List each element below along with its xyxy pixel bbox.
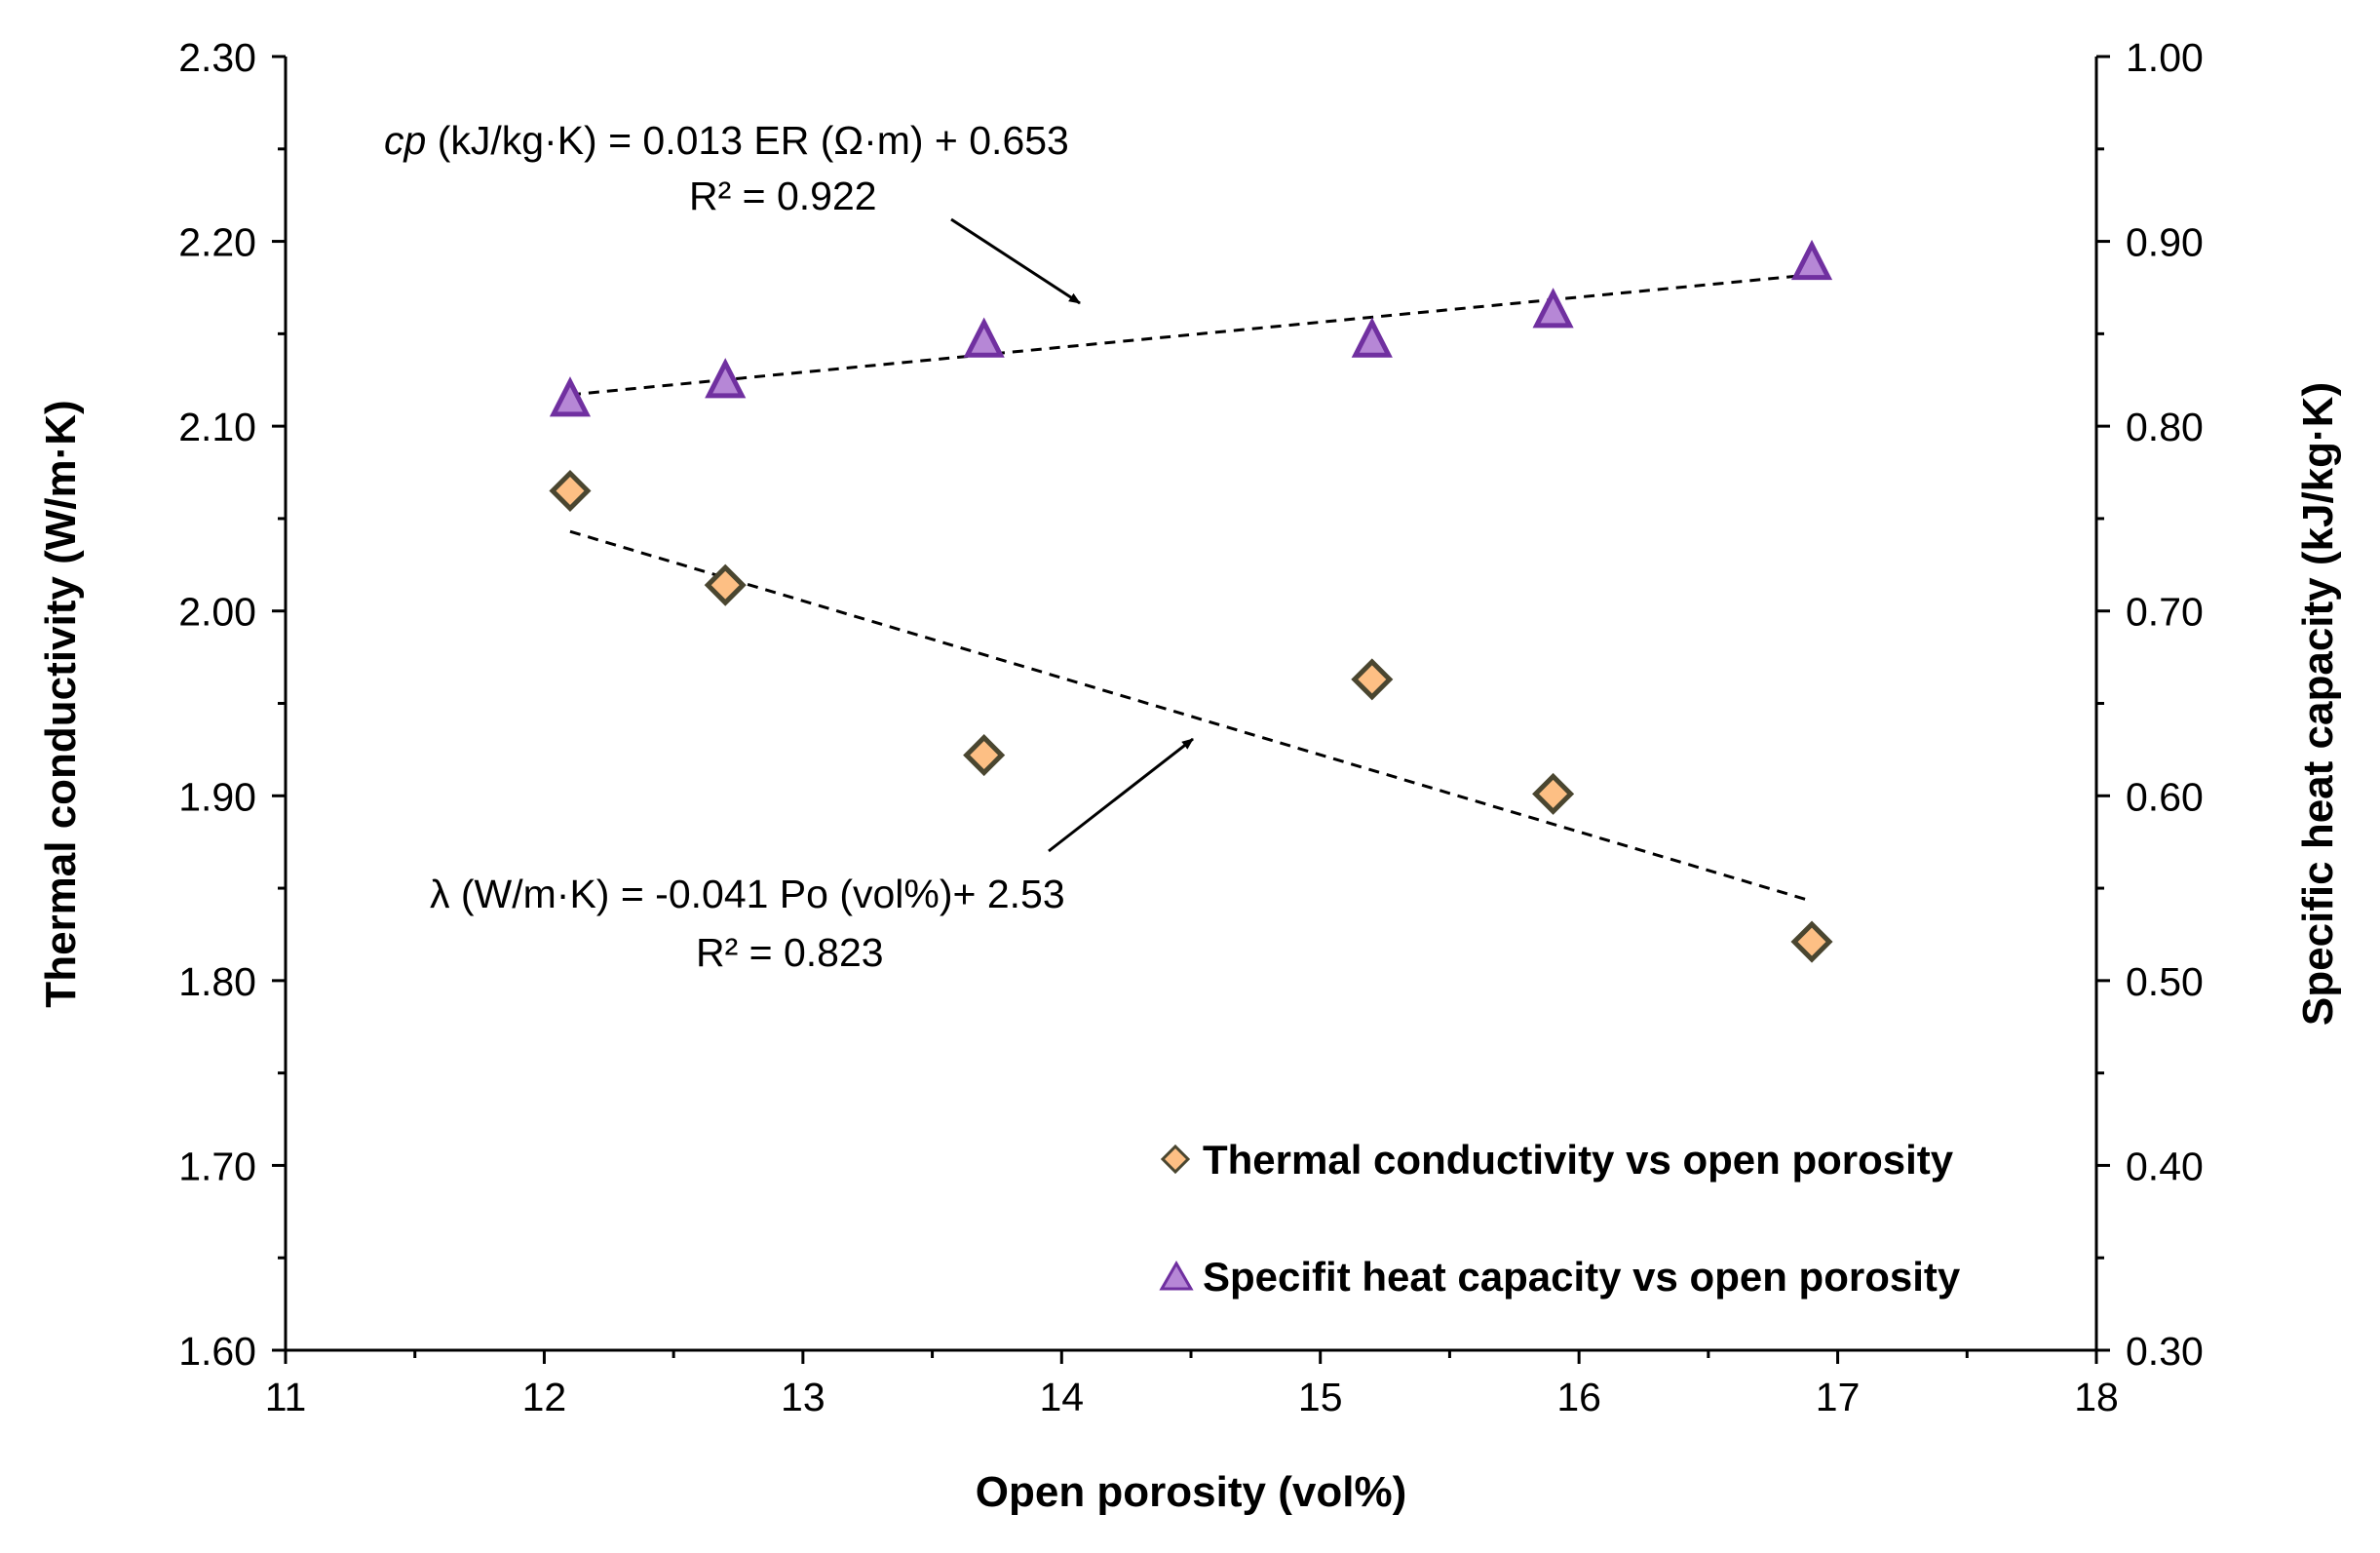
legend: Thermal conductivity vs open porosity Sp… [1159,1137,1961,1300]
y-right-tick-label: 0.40 [2126,1144,2204,1188]
y-left-tick-label: 2.30 [178,35,256,80]
lambda-equation-text: λ (W/m·K) = -0.041 Po (vol%)+ 2.53 [430,872,1065,916]
cp-equation-text: cp (kJ/kg·K) = 0.013 ER (Ω·m) + 0.653 [384,118,1069,163]
data-points [549,239,1833,963]
y-axis-right-title: Specific heat capacity (kJ/kg·K) [2294,382,2342,1026]
y-right-tick-label: 0.80 [2126,405,2204,449]
data-point-thermal-conductivity [1790,920,1833,963]
lambda-r2-text: R² = 0.823 [696,930,884,975]
y-left-tick-label: 1.60 [178,1329,256,1374]
annotation-cp: cp (kJ/kg·K) = 0.013 ER (Ω·m) + 0.653 R²… [384,118,1081,305]
data-point-thermal-conductivity [549,469,592,513]
data-point-thermal-conductivity [704,563,747,606]
legend-triangle-icon [1159,1260,1194,1291]
y-axis-left-title: Thermal conductivity (W/m·K) [37,400,85,1007]
x-tick-label: 11 [265,1375,307,1419]
data-point-specific-heat [1790,239,1833,281]
data-point-specific-heat [963,317,1005,358]
y-right-tick-label: 0.30 [2126,1329,2204,1374]
data-point-thermal-conductivity [963,734,1006,777]
y-left-tick-label: 2.10 [178,405,256,449]
x-tick-label: 14 [1039,1375,1084,1419]
data-point-thermal-conductivity [1351,658,1394,701]
y-right-tick-label: 0.60 [2126,774,2204,819]
x-tick-label: 13 [781,1375,825,1419]
cp-arrow [950,217,1081,305]
trendline-specific-heat [569,273,1813,397]
y-right-tick-label: 1.00 [2126,35,2204,80]
trendline-thermal-conductivity [569,529,1813,903]
y-left-tick-label: 2.00 [178,590,256,635]
axis-ticks: 11 12 13 14 15 16 17 18 1.60 1.70 1.80 1.90 2.00 2.10… [178,35,2204,1419]
x-tick-label: 17 [1816,1375,1861,1419]
x-tick-label: 12 [522,1375,567,1419]
x-axis-title: Open porosity (vol%) [976,1468,1406,1516]
data-point-specific-heat [705,358,747,399]
x-tick-label: 15 [1298,1375,1343,1419]
cp-equation-rest: (kJ/kg·K) = 0.013 ER (Ω·m) + 0.653 [426,118,1069,163]
y-left-tick-label: 2.20 [178,220,256,265]
cp-r2-text: R² = 0.922 [689,174,877,218]
y-left-tick-label: 1.70 [178,1144,256,1188]
trendlines [569,273,1813,903]
legend-label-thermal: Thermal conductivity vs open porosity [1203,1137,1954,1183]
annotation-lambda: λ (W/m·K) = -0.041 Po (vol%)+ 2.53 R² = … [430,737,1194,975]
cp-equation-italic: cp [384,118,426,163]
y-right-tick-label: 0.90 [2126,220,2204,265]
data-point-specific-heat [549,376,592,417]
x-tick-label: 18 [2074,1375,2119,1419]
x-tick-label: 16 [1556,1375,1601,1419]
legend-diamond-icon [1160,1144,1191,1175]
data-point-specific-heat [1532,288,1574,329]
data-point-specific-heat [1351,317,1393,358]
y-right-tick-label: 0.70 [2126,590,2204,635]
y-left-tick-label: 1.80 [178,959,256,1004]
lambda-arrow [1048,737,1194,853]
legend-label-specific-heat: Specifit heat capacity vs open porosity [1203,1254,1961,1300]
y-right-tick-label: 0.50 [2126,959,2204,1004]
y-left-tick-label: 1.90 [178,774,256,819]
data-point-thermal-conductivity [1532,772,1575,815]
